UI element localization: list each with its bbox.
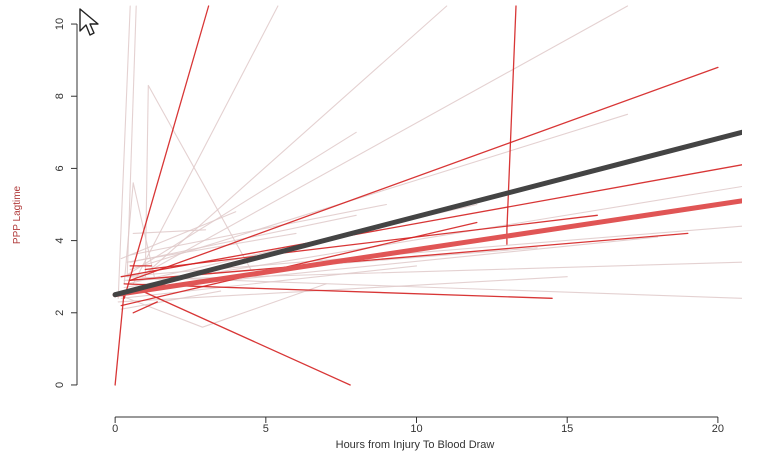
y-tick-label: 6 — [54, 165, 66, 171]
individual-line-gray-35 — [132, 229, 207, 234]
individual-line-red-7 — [120, 164, 742, 278]
series-lines-layer — [112, 5, 742, 386]
individual-line-gray-26 — [117, 283, 327, 328]
mouse-cursor-icon — [79, 8, 99, 36]
x-tick-label: 15 — [561, 423, 573, 435]
fit-line-red-1 — [112, 198, 742, 298]
individual-line-gray-18 — [141, 5, 448, 278]
axes-layer: 0 5 10 15 20 0 2 4 6 8 10 — [54, 18, 724, 435]
individual-line-gray-20 — [123, 131, 357, 278]
individual-line-gray-14 — [117, 5, 131, 299]
x-tick-label: 10 — [410, 423, 422, 435]
individual-line-gray-33 — [129, 203, 387, 256]
individual-line-red-6 — [129, 66, 719, 281]
individual-line-gray-34 — [123, 185, 742, 289]
individual-line-gray-22 — [123, 182, 155, 285]
individual-line-red-13 — [144, 214, 598, 271]
x-axis-title: Hours from Injury To Blood Draw — [336, 439, 495, 451]
y-tick-label: 4 — [54, 238, 66, 244]
x-tick-label: 20 — [712, 423, 724, 435]
x-tick-label: 5 — [263, 423, 269, 435]
y-tick-label: 2 — [54, 310, 66, 316]
individual-line-red-12 — [132, 301, 158, 314]
fit-line-dark-0 — [112, 129, 742, 298]
y-axis-title: PPP Lagtime — [12, 185, 23, 244]
individual-line-red-4 — [141, 290, 351, 386]
y-tick-label: 0 — [54, 382, 66, 388]
individual-line-gray-28 — [126, 232, 297, 263]
individual-line-gray-38 — [120, 211, 237, 260]
individual-line-red-8 — [123, 283, 553, 299]
x-tick-label: 0 — [112, 423, 118, 435]
y-tick-label: 8 — [54, 93, 66, 99]
individual-line-gray-21 — [129, 113, 629, 271]
individual-line-red-3 — [123, 5, 210, 299]
individual-line-red-5 — [506, 5, 517, 245]
individual-line-gray-36 — [120, 290, 222, 310]
individual-line-gray-32 — [117, 276, 568, 303]
y-tick-label: 10 — [54, 18, 66, 30]
individual-line-red-9 — [129, 232, 689, 281]
individual-line-red-2 — [114, 290, 125, 386]
individual-line-gray-31 — [120, 265, 418, 299]
individual-line-gray-17 — [144, 5, 629, 274]
individual-line-gray-16 — [132, 5, 279, 285]
individual-line-gray-19 — [144, 84, 252, 278]
